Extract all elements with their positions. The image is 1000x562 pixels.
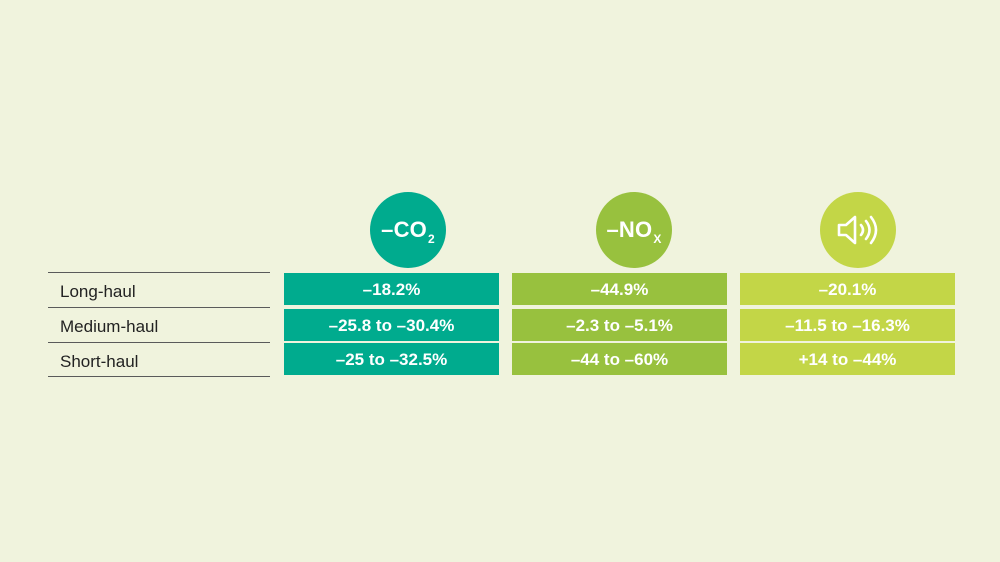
nox-divider-2 [512,341,727,343]
row-label-short-haul: Short-haul [60,352,139,371]
co2-medium-haul-cell: –25.8 to –30.4% [284,309,499,341]
noise-divider-2 [740,341,955,343]
co2-column: –18.2% –25.8 to –30.4% –25 to –32.5% [284,273,499,377]
nox-reduction-icon: – NO X [596,192,672,268]
nox-main: NO [618,217,653,242]
co2-subscript: 2 [427,232,435,246]
noise-medium-haul-cell: –11.5 to –16.3% [740,309,955,341]
nox-label: – NO X [606,217,661,246]
speaker-sound-icon [837,215,878,245]
nox-long-haul-cell: –44.9% [512,273,727,305]
co2-long-haul-cell: –18.2% [284,273,499,305]
noise-divider-1 [740,307,955,309]
co2-reduction-icon: – CO 2 [370,192,446,268]
noise-short-haul-cell: +14 to –44% [740,343,955,375]
co2-main: CO [393,217,427,242]
nox-divider-1 [512,307,727,309]
row-line-bottom [48,376,270,377]
co2-short-haul-cell: –25 to –32.5% [284,343,499,375]
row-label-medium-haul: Medium-haul [60,317,159,336]
nox-subscript: X [653,232,662,246]
co2-divider-1 [284,307,499,309]
noise-long-haul-cell: –20.1% [740,273,955,305]
nox-prefix: – [606,217,619,242]
row-label-long-haul: Long-haul [60,282,136,301]
row-line-1 [48,307,270,308]
noise-icon [820,192,896,268]
row-line-top [48,272,270,273]
co2-label: – CO 2 [381,217,435,246]
co2-prefix: – [381,217,394,242]
nox-medium-haul-cell: –2.3 to –5.1% [512,309,727,341]
nox-short-haul-cell: –44 to –60% [512,343,727,375]
row-line-2 [48,342,270,343]
noise-column: –20.1% –11.5 to –16.3% +14 to –44% [740,273,955,377]
nox-column: –44.9% –2.3 to –5.1% –44 to –60% [512,273,727,377]
co2-divider-2 [284,341,499,343]
